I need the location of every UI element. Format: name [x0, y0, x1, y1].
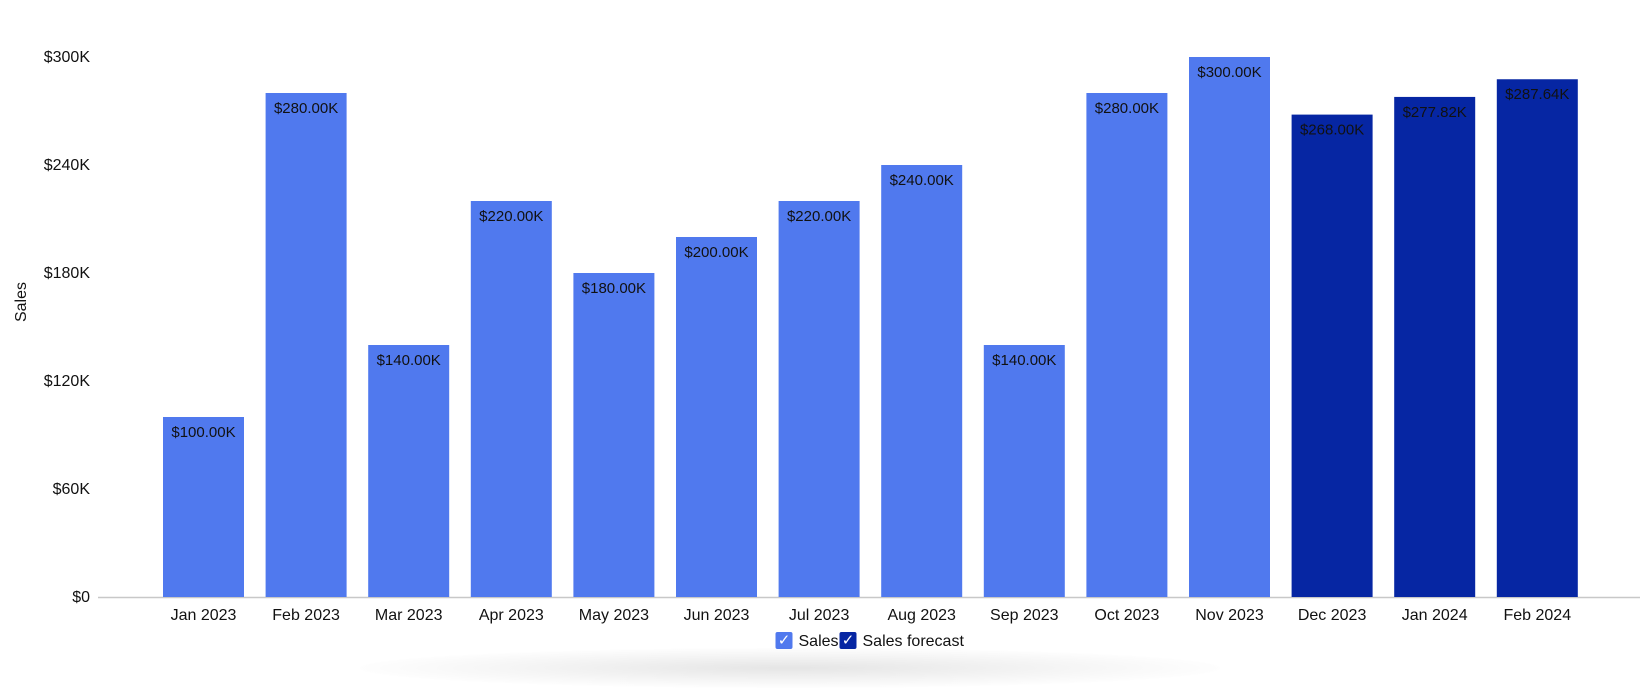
y-tick-label: $0 — [72, 589, 90, 606]
y-tick-label: $120K — [44, 373, 91, 390]
bar-value-label: $240.00K — [890, 172, 954, 189]
legend-item[interactable]: ✓ Sales — [775, 632, 839, 650]
bar-value-labels: $100.00K $280.00K $140.00K $220.00K $180.00K… — [171, 64, 1569, 441]
bar — [1496, 79, 1578, 598]
bar — [265, 93, 347, 597]
x-tick-label: Apr 2023 — [479, 607, 544, 624]
x-tick-label: Dec 2023 — [1298, 607, 1367, 624]
bar-value-label: $140.00K — [377, 352, 441, 369]
bar — [881, 165, 963, 597]
bar — [163, 417, 244, 597]
bar — [368, 345, 450, 597]
chart: $0 $60K $120K $180K $240K $300K $100.00K $280.… — [13, 49, 1640, 688]
bar — [1291, 114, 1373, 597]
bar-chart-svg: $0 $60K $120K $180K $240K $300K $100.00K $280.… — [13, 49, 1640, 650]
x-tick-label: Nov 2023 — [1195, 607, 1264, 624]
bars — [163, 57, 1578, 598]
bar-value-label: $200.00K — [684, 244, 748, 261]
bar-value-label: $100.00K — [171, 424, 235, 441]
bar — [676, 237, 757, 597]
x-tick-label: Sep 2023 — [990, 607, 1059, 624]
bar-value-label: $280.00K — [274, 100, 338, 117]
bar-value-label: $300.00K — [1197, 64, 1261, 81]
x-tick-label: May 2023 — [579, 607, 649, 624]
legend-item[interactable]: ✓ Sales forecast — [839, 632, 965, 650]
y-axis-title: Sales — [13, 282, 30, 322]
bar — [1086, 93, 1168, 597]
y-tick-label: $180K — [44, 265, 91, 282]
legend-checkbox — [839, 632, 857, 649]
x-tick-label: Oct 2023 — [1094, 607, 1159, 624]
y-tick-label: $300K — [44, 49, 91, 66]
bar-value-label: $287.64K — [1505, 86, 1569, 103]
x-tick-label: Jan 2023 — [171, 607, 237, 624]
x-axis-tick-labels: Jan 2023 Feb 2023 Mar 2023 Apr 2023 May 2023… — [171, 607, 1572, 624]
y-tick-label: $60K — [53, 481, 91, 498]
check-icon: ✓ — [778, 632, 791, 649]
bar — [778, 201, 860, 597]
legend: ✓ Sales ✓ Sales forecast — [775, 632, 965, 650]
legend-label: Sales forecast — [863, 633, 965, 650]
legend-checkbox — [775, 632, 793, 649]
bar-value-label: $268.00K — [1300, 122, 1364, 139]
x-tick-label: Jun 2023 — [684, 607, 750, 624]
x-tick-label: Jul 2023 — [789, 607, 850, 624]
bar-value-label: $180.00K — [582, 280, 646, 297]
bar-value-label: $280.00K — [1095, 100, 1159, 117]
y-tick-label: $240K — [44, 157, 91, 174]
y-axis: $0 $60K $120K $180K $240K $300K — [44, 49, 91, 606]
bar — [470, 201, 552, 597]
x-tick-label: Feb 2024 — [1503, 607, 1571, 624]
bar-value-label: $220.00K — [479, 208, 543, 225]
check-icon: ✓ — [842, 632, 855, 649]
bar-value-label: $277.82K — [1403, 104, 1467, 121]
bar — [573, 273, 655, 597]
bar-value-label: $140.00K — [992, 352, 1056, 369]
bar — [1189, 57, 1270, 597]
legend-label: Sales — [799, 633, 839, 650]
x-tick-label: Jan 2024 — [1402, 607, 1468, 624]
x-tick-label: Mar 2023 — [375, 607, 443, 624]
x-tick-label: Aug 2023 — [887, 607, 956, 624]
bar — [983, 345, 1065, 597]
bar-value-label: $220.00K — [787, 208, 851, 225]
bar — [1394, 96, 1476, 597]
x-tick-label: Feb 2023 — [272, 607, 340, 624]
